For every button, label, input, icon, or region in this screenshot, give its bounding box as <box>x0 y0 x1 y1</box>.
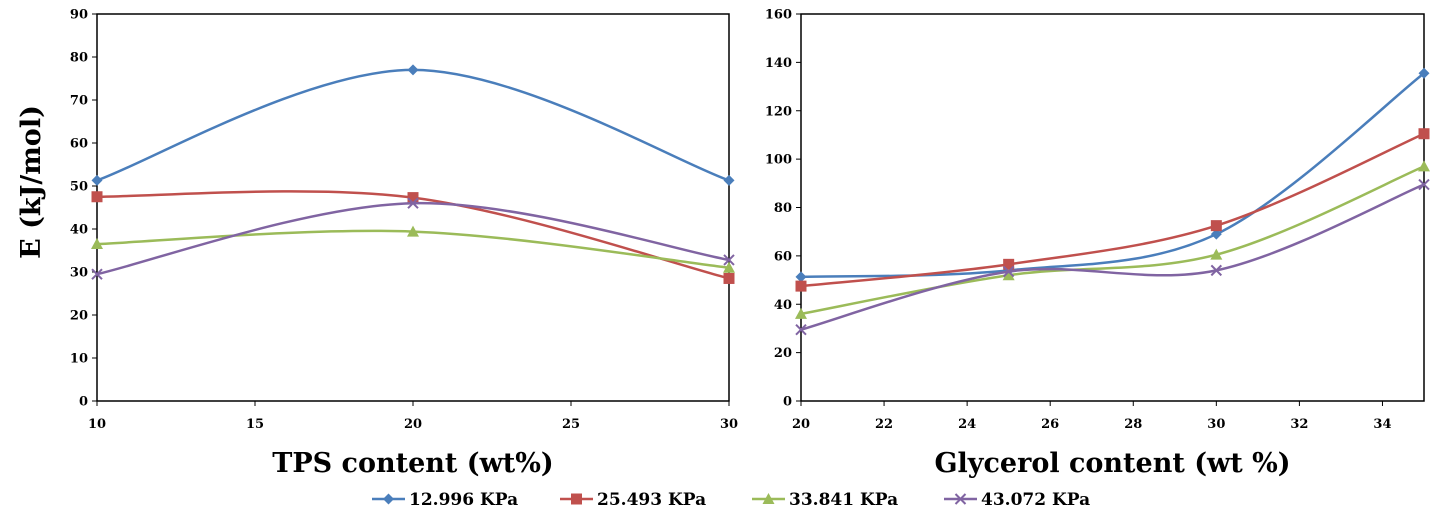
legend-marker <box>954 493 967 505</box>
legend-item-label: 43.072 KPa <box>981 490 1090 510</box>
data-point <box>795 323 807 336</box>
x-tick-label: 15 <box>246 417 264 432</box>
x-tick-label: 24 <box>958 417 976 432</box>
y-tick-label: 80 <box>70 51 88 66</box>
series-line <box>800 72 1425 279</box>
x-tick-label: 32 <box>1290 417 1308 432</box>
x-tick-label: 30 <box>1207 417 1225 432</box>
y-tick-label: 10 <box>70 352 88 367</box>
series-line <box>800 183 1425 331</box>
x-tick-label: 20 <box>792 417 810 432</box>
data-point <box>795 307 807 319</box>
data-point <box>1003 258 1015 270</box>
y-tick-label: 20 <box>70 309 88 324</box>
data-point <box>1002 269 1015 281</box>
y-tick-label: 160 <box>765 8 792 23</box>
data-point <box>795 271 807 283</box>
x-tick-label: 26 <box>1041 417 1059 432</box>
data-point <box>407 192 419 204</box>
legend-item-label: 25.493 KPa <box>597 490 706 510</box>
data-point <box>1210 220 1222 232</box>
x-tick-label: 28 <box>1124 417 1142 432</box>
data-point <box>1210 264 1223 277</box>
y-tick-label: 90 <box>70 8 88 23</box>
y-tick-label: 120 <box>765 104 792 119</box>
y-tick-label: 80 <box>774 201 792 216</box>
data-point <box>407 197 419 209</box>
data-point <box>1418 128 1430 140</box>
plot-area-frame <box>800 13 1425 402</box>
y-tick-label: 50 <box>70 180 88 195</box>
data-point <box>1418 160 1430 172</box>
legend: 12.996 KPa 25.493 KPa 33.841 KPa 43.072 KPa <box>372 490 1090 510</box>
x-tick-label: 22 <box>875 417 893 432</box>
legend-marker <box>383 493 394 505</box>
data-point <box>1210 248 1223 260</box>
data-point <box>407 64 419 76</box>
y-tick-label: 40 <box>70 223 88 238</box>
data-point <box>407 225 419 237</box>
data-point <box>91 268 103 280</box>
series-line <box>800 165 1425 316</box>
legend-item-label: 33.841 KPa <box>789 490 898 510</box>
y-tick-label: 0 <box>79 395 88 410</box>
y-tick-label: 60 <box>774 249 792 264</box>
x-tick-label: 20 <box>404 417 422 432</box>
y-tick-label: 40 <box>774 298 792 313</box>
y-tick-label: 30 <box>70 266 88 281</box>
data-point <box>91 174 103 186</box>
data-point <box>91 238 103 250</box>
x-axis-label: Glycerol content (wt %) <box>934 448 1290 479</box>
y-axis-label: E (kJ/mol) <box>16 105 47 259</box>
data-point <box>1418 178 1430 191</box>
series-line <box>800 132 1425 288</box>
data-point <box>1002 265 1015 278</box>
y-tick-label: 140 <box>765 56 792 71</box>
x-axis-label: TPS content (wt%) <box>272 448 553 479</box>
data-point <box>723 261 735 273</box>
y-tick-label: 60 <box>70 137 88 152</box>
data-point <box>723 254 735 266</box>
data-point <box>723 272 735 284</box>
x-tick-label: 34 <box>1373 417 1391 432</box>
legend-item-label: 12.996 KPa <box>409 490 518 510</box>
data-point <box>1210 228 1222 240</box>
data-point <box>1418 67 1430 79</box>
y-tick-label: 70 <box>70 94 88 109</box>
data-point <box>795 280 807 292</box>
x-tick-label: 25 <box>562 417 580 432</box>
x-tick-label: 30 <box>720 417 738 432</box>
x-tick-label: 10 <box>88 417 106 432</box>
series-line <box>96 68 730 182</box>
y-tick-label: 100 <box>765 153 792 168</box>
data-point <box>723 174 735 186</box>
legend-marker <box>571 493 582 505</box>
y-tick-label: 0 <box>783 395 792 410</box>
data-point <box>91 191 103 203</box>
legend-marker <box>762 493 775 504</box>
y-tick-label: 20 <box>774 346 792 361</box>
